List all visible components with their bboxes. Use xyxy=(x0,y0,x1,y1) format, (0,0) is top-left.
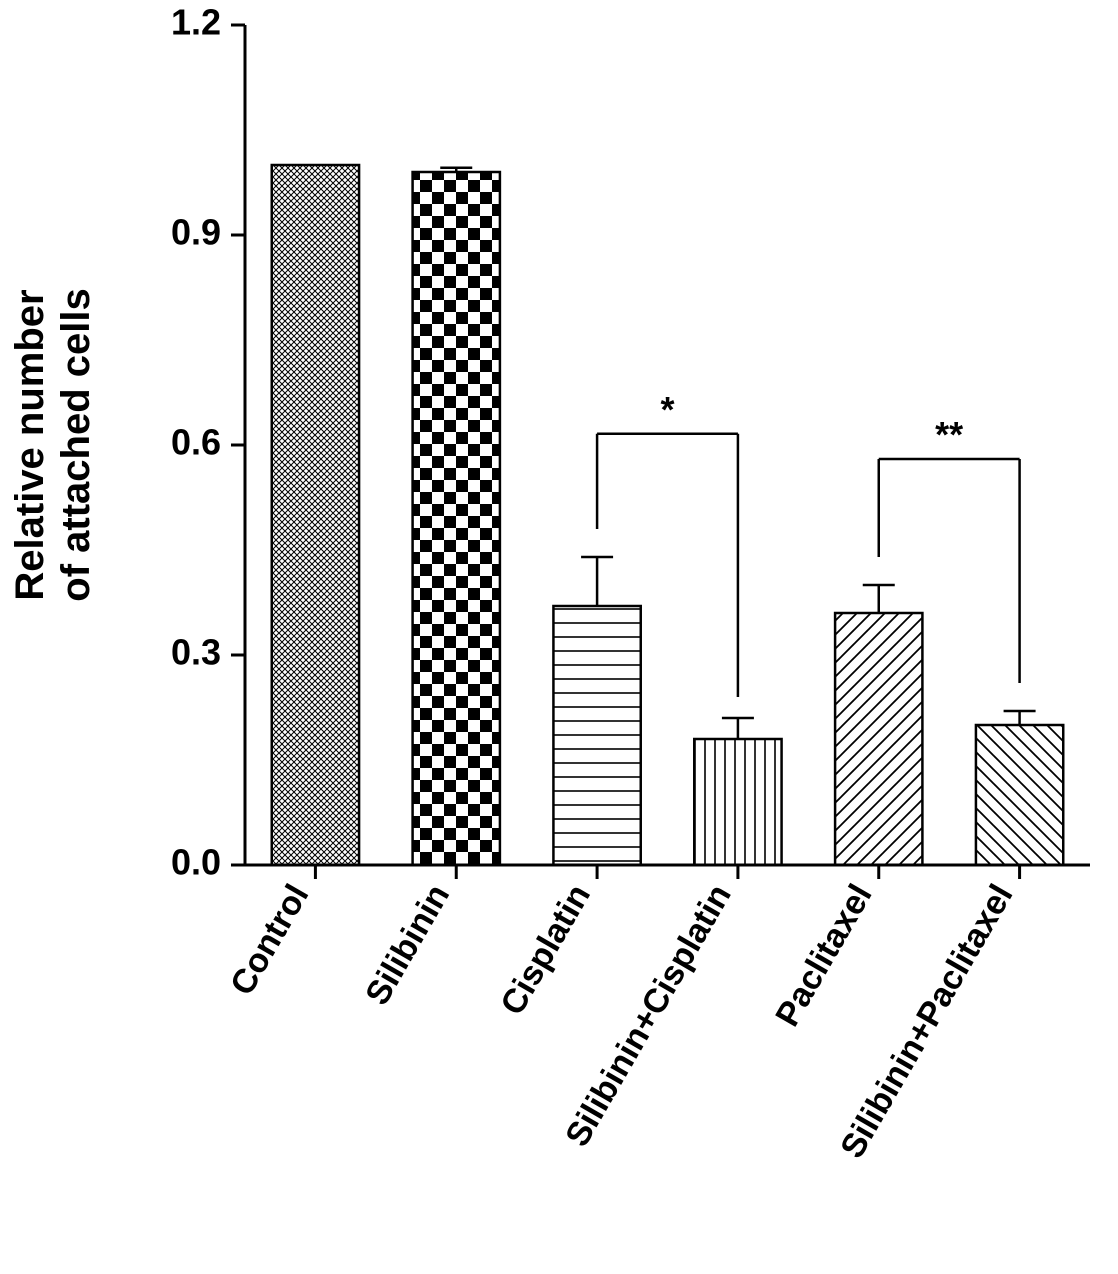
y-axis-label-line2: of attached cells xyxy=(54,288,98,601)
category-label: Control xyxy=(223,878,316,1002)
y-tick-label: 0.3 xyxy=(171,632,221,673)
category-label: Cisplatin xyxy=(493,878,598,1021)
bar-chart: 0.0 0.3 0.6 0.9 1.2 Control Silibinin Cisplatin… xyxy=(0,0,1118,1274)
category-label: Paclitaxel xyxy=(768,878,879,1033)
bar xyxy=(835,613,922,865)
bar xyxy=(694,739,781,865)
y-axis-label-line1: Relative number xyxy=(8,289,52,600)
significance-label: * xyxy=(660,389,674,430)
bar xyxy=(553,606,640,865)
significance-label: ** xyxy=(935,414,963,455)
bar xyxy=(413,172,500,865)
category-label: Silibinin xyxy=(358,878,457,1012)
bar xyxy=(272,165,359,865)
bar xyxy=(976,725,1063,865)
y-axis-label: Relative numberof attached cells xyxy=(8,288,98,601)
category-label: Silibinin+Cisplatin xyxy=(558,878,739,1153)
y-tick-label: 0.6 xyxy=(171,422,221,463)
y-tick-label: 0.0 xyxy=(171,842,221,883)
y-tick-label: 0.9 xyxy=(171,212,221,253)
chart-container: 0.0 0.3 0.6 0.9 1.2 Control Silibinin Cisplatin… xyxy=(0,0,1118,1274)
y-tick-label: 1.2 xyxy=(171,2,221,43)
